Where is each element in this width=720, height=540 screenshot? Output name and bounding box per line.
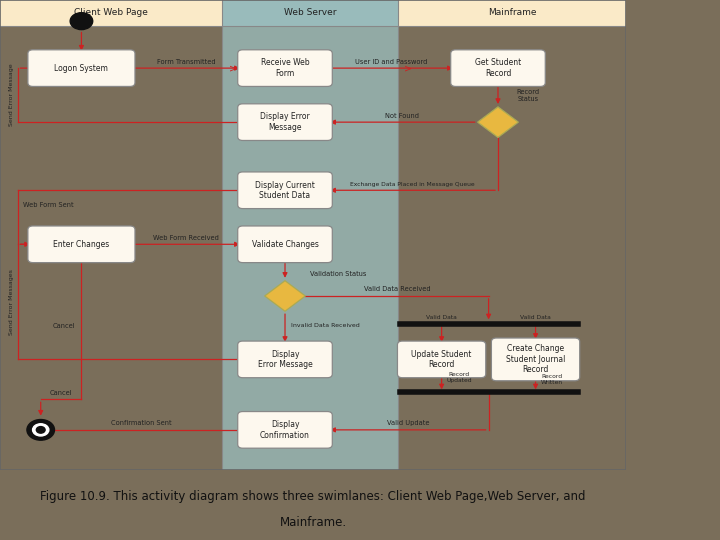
Text: Display
Error Message: Display Error Message xyxy=(258,350,312,369)
Text: Form Transmitted: Form Transmitted xyxy=(157,59,216,65)
Text: Create Change
Student Journal
Record: Create Change Student Journal Record xyxy=(506,345,565,374)
Text: Send Error Messages: Send Error Messages xyxy=(9,269,14,335)
FancyBboxPatch shape xyxy=(238,341,333,377)
Text: Get Student
Record: Get Student Record xyxy=(475,58,521,78)
Text: Exchange Data Placed in Message Queue: Exchange Data Placed in Message Queue xyxy=(351,182,475,187)
Text: Display
Confirmation: Display Confirmation xyxy=(260,420,310,440)
Text: Valid Data: Valid Data xyxy=(426,315,457,320)
FancyBboxPatch shape xyxy=(492,338,580,381)
Text: Record
Status: Record Status xyxy=(517,90,540,103)
FancyBboxPatch shape xyxy=(238,226,333,262)
Circle shape xyxy=(36,427,45,433)
Text: Validation Status: Validation Status xyxy=(310,272,366,278)
Circle shape xyxy=(70,12,93,30)
Circle shape xyxy=(32,424,49,436)
Text: Send Error Message: Send Error Message xyxy=(9,64,14,126)
Text: Client Web Page: Client Web Page xyxy=(74,9,148,17)
Bar xyxy=(222,0,397,470)
Text: Record
Updated: Record Updated xyxy=(446,372,472,383)
Text: Display Current
Student Data: Display Current Student Data xyxy=(255,180,315,200)
Text: Valid Data Received: Valid Data Received xyxy=(364,286,431,292)
Polygon shape xyxy=(265,281,305,311)
FancyBboxPatch shape xyxy=(451,50,545,86)
Text: Mainframe: Mainframe xyxy=(488,9,536,17)
Text: Validate Changes: Validate Changes xyxy=(251,240,318,249)
Text: Figure 10.9. This activity diagram shows three swimlanes: Client Web Page,Web Se: Figure 10.9. This activity diagram shows… xyxy=(40,490,586,503)
Text: Mainframe.: Mainframe. xyxy=(279,516,347,529)
Bar xyxy=(222,0,397,26)
Text: User ID and Password: User ID and Password xyxy=(355,59,428,65)
FancyBboxPatch shape xyxy=(397,341,486,377)
Text: Not Found: Not Found xyxy=(385,113,420,119)
Text: Confirmation Sent: Confirmation Sent xyxy=(112,420,172,426)
FancyBboxPatch shape xyxy=(238,50,333,86)
FancyBboxPatch shape xyxy=(238,411,333,448)
FancyBboxPatch shape xyxy=(238,172,333,208)
Text: Update Student
Record: Update Student Record xyxy=(411,350,472,369)
Polygon shape xyxy=(477,107,518,137)
Bar xyxy=(397,0,626,26)
Text: >: > xyxy=(404,63,412,73)
Text: Display Error
Message: Display Error Message xyxy=(260,112,310,132)
Text: Record
Written: Record Written xyxy=(541,374,563,384)
Text: Web Form Sent: Web Form Sent xyxy=(22,202,73,208)
Text: Web Form Received: Web Form Received xyxy=(153,235,220,241)
Text: Invalid Data Received: Invalid Data Received xyxy=(292,323,360,328)
Circle shape xyxy=(27,420,55,440)
Text: Receive Web
Form: Receive Web Form xyxy=(261,58,310,78)
Text: Enter Changes: Enter Changes xyxy=(53,240,109,249)
Text: Cancel: Cancel xyxy=(50,390,73,396)
Text: Web Server: Web Server xyxy=(284,9,336,17)
Text: >: > xyxy=(229,63,237,73)
Text: Cancel: Cancel xyxy=(53,323,75,329)
Bar xyxy=(0,0,222,26)
FancyBboxPatch shape xyxy=(28,226,135,262)
Text: Valid Data: Valid Data xyxy=(520,315,551,320)
Text: Logon System: Logon System xyxy=(55,64,109,72)
FancyBboxPatch shape xyxy=(238,104,333,140)
Text: Valid Update: Valid Update xyxy=(387,420,429,426)
FancyBboxPatch shape xyxy=(28,50,135,86)
